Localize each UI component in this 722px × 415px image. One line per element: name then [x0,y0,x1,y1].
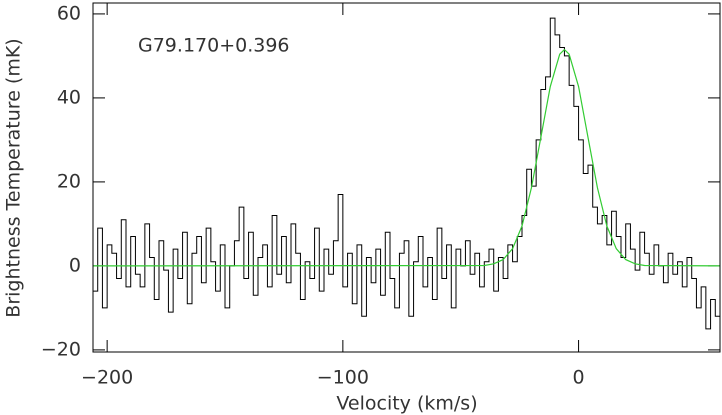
fit-line [93,48,720,267]
plot-frame [92,2,721,353]
x-axis-label: Velocity (km/s) [336,393,477,415]
y-axis-label: Brightness Temperature (mK) [3,38,25,317]
x-tick-label: −200 [81,367,133,389]
y-tick-label: 60 [57,2,81,24]
y-tick-label: −20 [41,338,81,360]
y-tick-label: 40 [57,86,81,108]
y-tick-label: 20 [57,170,81,192]
x-tick-label: −100 [317,367,369,389]
annotation: G79.170+0.396 [138,35,290,57]
x-tick-label: 0 [573,367,585,389]
spectrum-line [93,17,720,330]
y-tick-label: 0 [69,254,81,276]
